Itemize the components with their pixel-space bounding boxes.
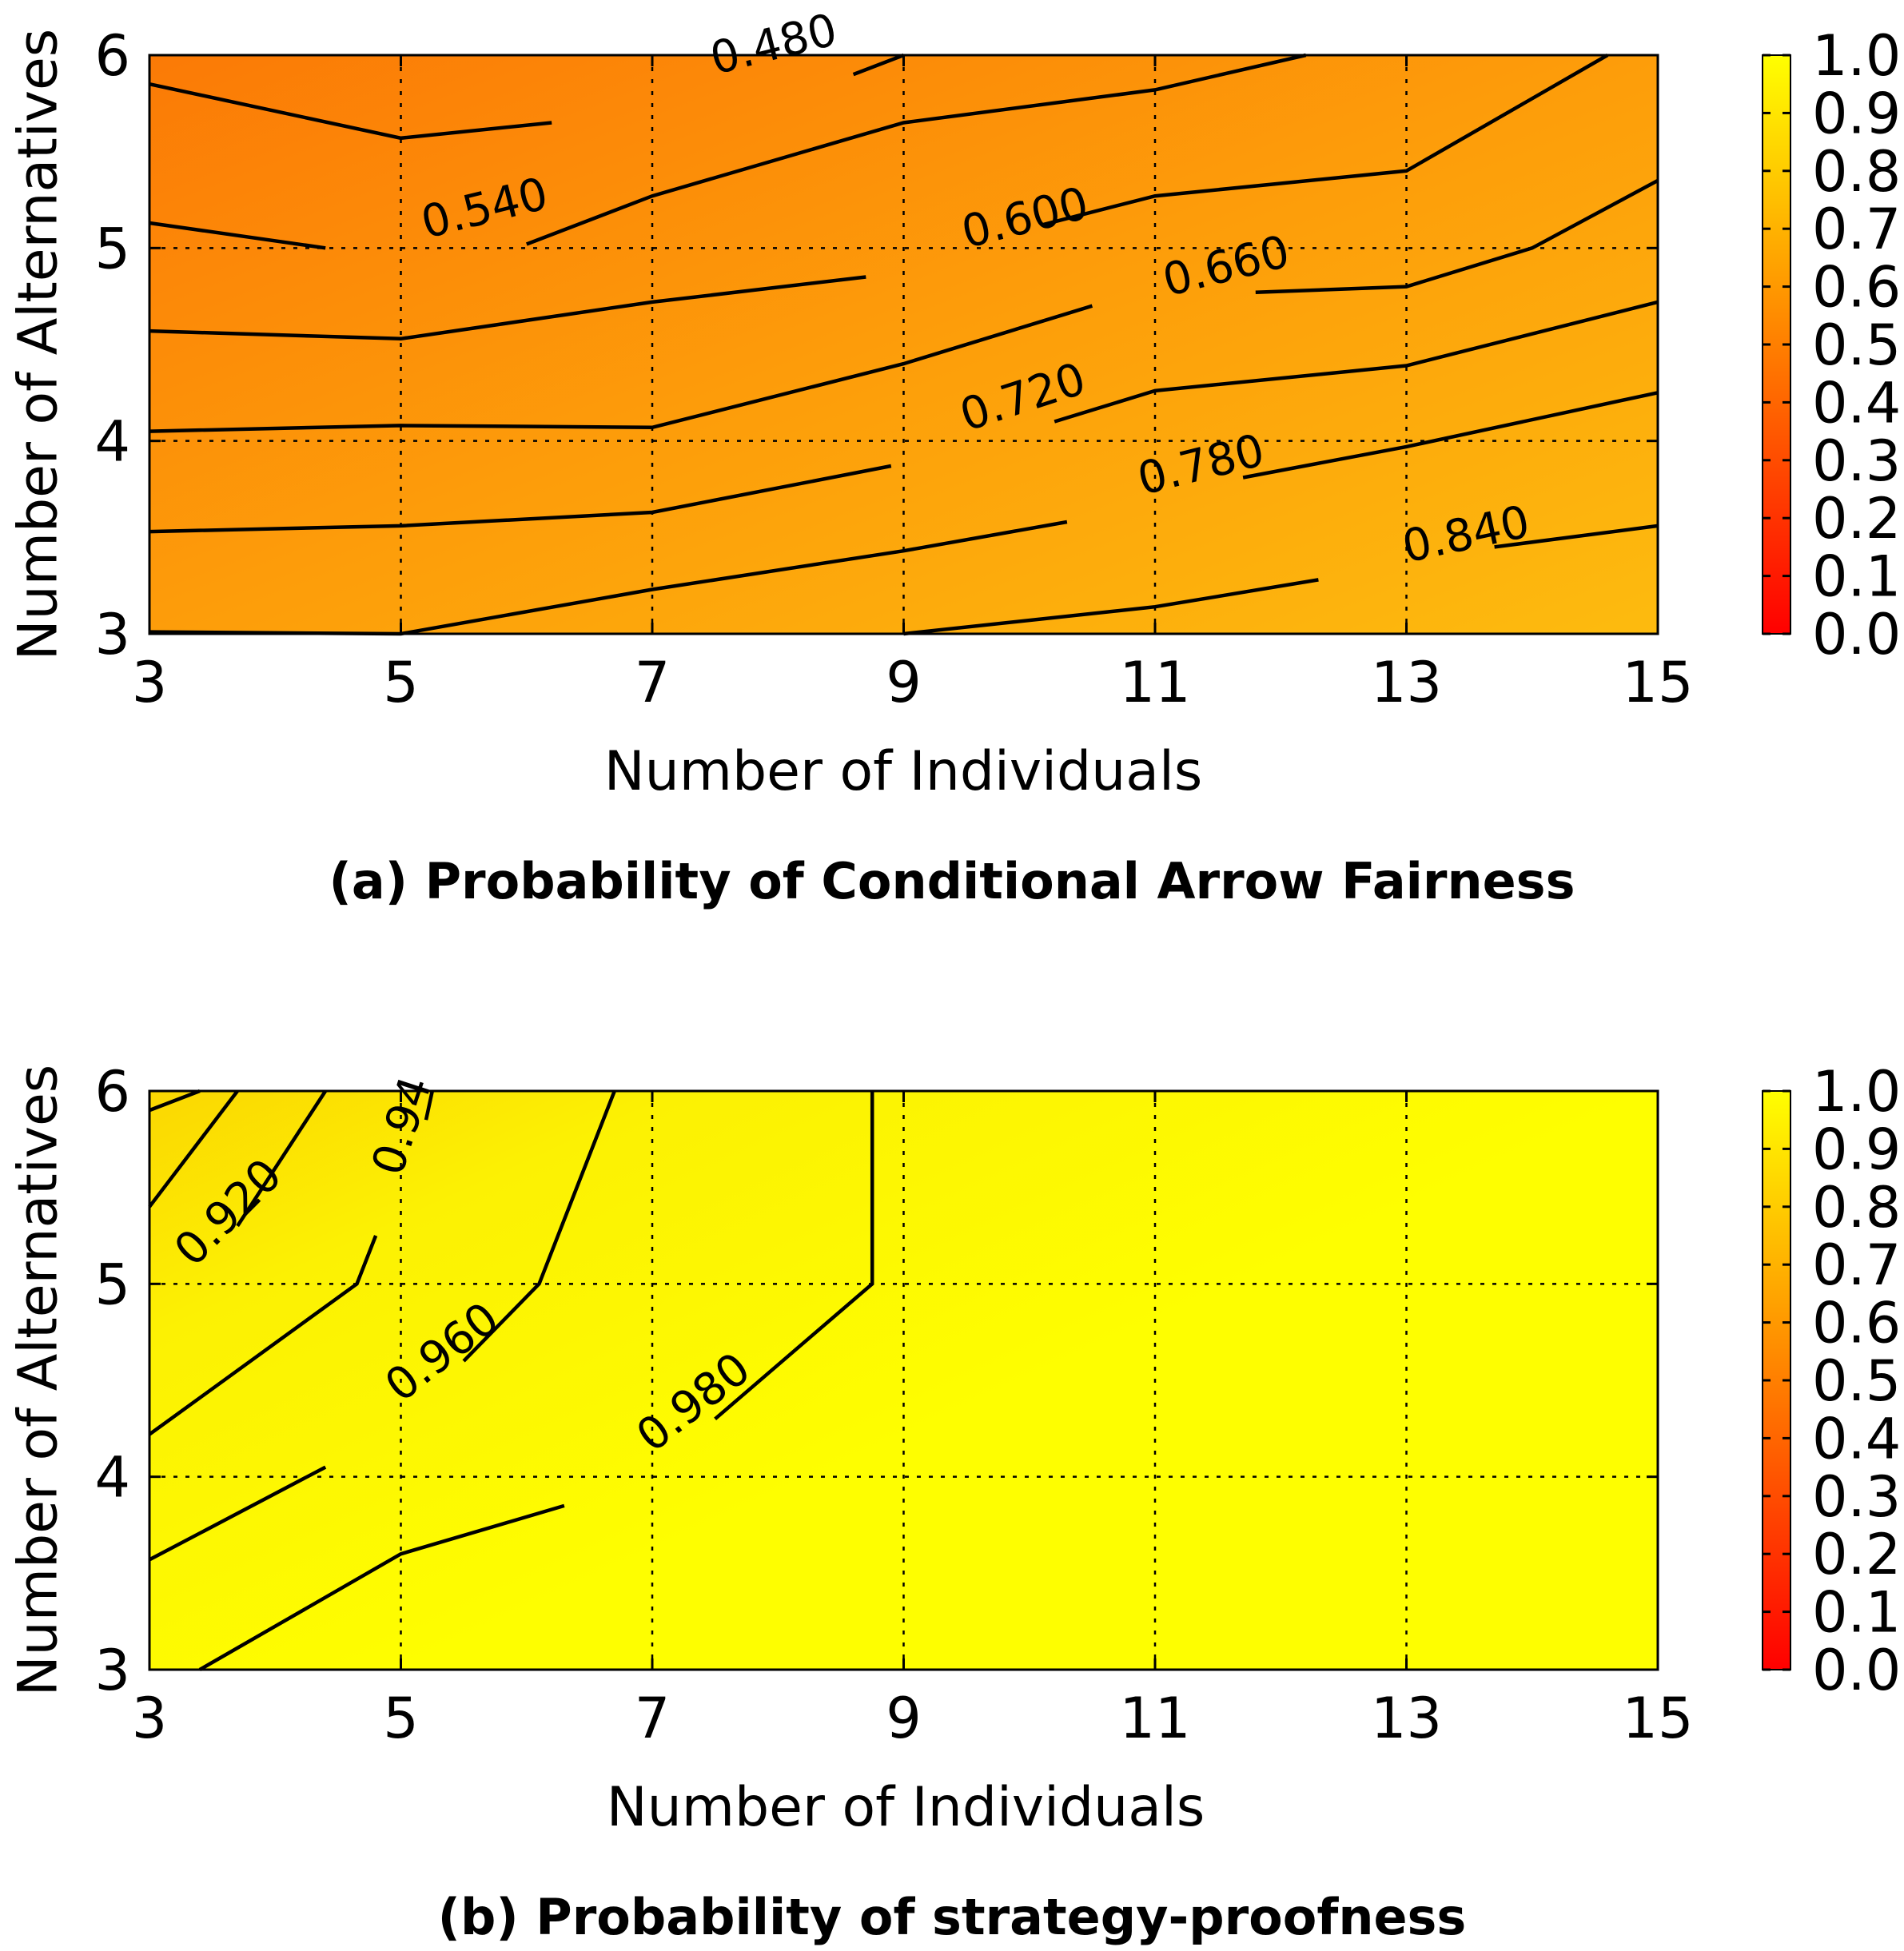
colorbar-tick-label: 0.2: [1812, 1522, 1901, 1587]
contour-line: [149, 82, 552, 141]
x-tick-label: 11: [1119, 650, 1190, 715]
x-tick-labels-a: 3 5 7 9 11 13 15: [132, 650, 1694, 715]
ticks-a: [148, 54, 1659, 635]
colorbar-tick-label: 0.9: [1812, 81, 1901, 146]
contour-line: [1494, 524, 1659, 549]
y-axis-title-a: Number of Alternatives: [7, 29, 70, 660]
grid-a: [149, 55, 1658, 634]
colorbar-tick-label: 0.0: [1812, 1638, 1901, 1703]
colorbar-ticks-a: 1.00.90.80.70.60.50.40.30.20.10.0: [1763, 23, 1901, 667]
colorbar-tick-label: 0.5: [1812, 1348, 1901, 1414]
y-tick-labels-a: 3 4 5 6: [94, 23, 130, 667]
ticks-b: [148, 1089, 1659, 1671]
contour-line: [149, 304, 1093, 433]
x-tick-label: 7: [635, 1686, 671, 1751]
contour-line: [903, 578, 1319, 636]
y-tick-label: 3: [94, 1638, 130, 1703]
y-tick-label: 5: [94, 1252, 130, 1317]
x-tick-label: 15: [1622, 650, 1693, 715]
y-tick-label: 6: [94, 1059, 130, 1125]
colorbar-tick-label: 0.5: [1812, 313, 1901, 378]
x-tick-label: 9: [886, 1686, 922, 1751]
x-tick-label: 5: [383, 650, 419, 715]
colorbar-tick-label: 0.1: [1812, 544, 1901, 610]
contour-line: [148, 1465, 327, 1562]
contour-line: [1041, 54, 1609, 227]
colorbar-tick-label: 0.3: [1812, 428, 1901, 494]
x-axis-title-b: Number of Individuals: [607, 1776, 1205, 1839]
contour-line: [149, 275, 866, 341]
y-tick-labels-b: 3 4 5 6: [94, 1059, 130, 1703]
colorbar-tick-label: 0.6: [1812, 255, 1901, 321]
y-tick-label: 4: [94, 1445, 130, 1511]
x-tick-label: 3: [132, 1686, 168, 1751]
y-tick-label: 6: [94, 23, 130, 89]
contour-line: [1255, 178, 1659, 295]
colorbar-tick-label: 0.2: [1812, 486, 1901, 551]
x-axis-title-a: Number of Individuals: [604, 740, 1203, 803]
x-tick-label: 7: [635, 650, 671, 715]
colorbar-tick-label: 0.4: [1812, 1406, 1901, 1471]
contour-line: [1242, 391, 1659, 480]
colorbar-tick-label: 0.7: [1812, 1232, 1901, 1298]
contour-line: [148, 1089, 239, 1208]
x-tick-label: 3: [132, 650, 168, 715]
x-tick-label: 15: [1622, 1686, 1693, 1751]
contour-line: [236, 1089, 328, 1228]
x-tick-label: 13: [1371, 1686, 1442, 1751]
contour-line: [424, 1090, 434, 1121]
colorbar-tick-label: 0.7: [1812, 197, 1901, 262]
x-tick-label: 11: [1119, 1686, 1190, 1751]
x-tick-labels-b: 3 5 7 9 11 13 15: [132, 1686, 1694, 1751]
contour-line: [852, 53, 905, 77]
contour-line: [462, 1090, 616, 1363]
colorbar-tick-label: 0.9: [1812, 1117, 1901, 1182]
contour-line: [149, 1089, 201, 1113]
x-tick-label: 13: [1371, 650, 1442, 715]
y-axis-title-b: Number of Alternatives: [7, 1065, 70, 1696]
contour-line: [1054, 300, 1659, 424]
colorbar-tick-label: 0.0: [1812, 602, 1901, 667]
y-tick-label: 4: [94, 409, 130, 475]
colorbar-tick-label: 1.0: [1812, 1059, 1901, 1125]
colorbar-tick-label: 0.6: [1812, 1291, 1901, 1356]
colorbar-tick-label: 0.3: [1812, 1464, 1901, 1530]
contour-line: [149, 464, 892, 534]
colorbar-tick-label: 1.0: [1812, 23, 1901, 89]
colorbar-tick-label: 0.8: [1812, 1175, 1901, 1240]
y-tick-label: 5: [94, 216, 130, 281]
contour-line: [149, 221, 326, 250]
colorbar-tick-label: 0.8: [1812, 139, 1901, 205]
grid-b: [149, 1091, 1658, 1670]
colorbar-tick-label: 0.1: [1812, 1580, 1901, 1646]
x-tick-label: 5: [383, 1686, 419, 1751]
contour-line: [714, 1091, 874, 1421]
colorbar-ticks-b: 1.00.90.80.70.60.50.40.30.20.10.0: [1763, 1059, 1901, 1703]
x-tick-label: 9: [886, 650, 922, 715]
caption-a: (a) Probability of Conditional Arrow Fai…: [329, 852, 1575, 910]
contour-line: [198, 1503, 565, 1671]
y-tick-label: 3: [94, 602, 130, 667]
colorbar-tick-label: 0.4: [1812, 370, 1901, 436]
caption-b: (b) Probability of strategy-proofness: [438, 1888, 1467, 1946]
contour-line: [525, 53, 1307, 246]
contour-line: [148, 1235, 378, 1436]
